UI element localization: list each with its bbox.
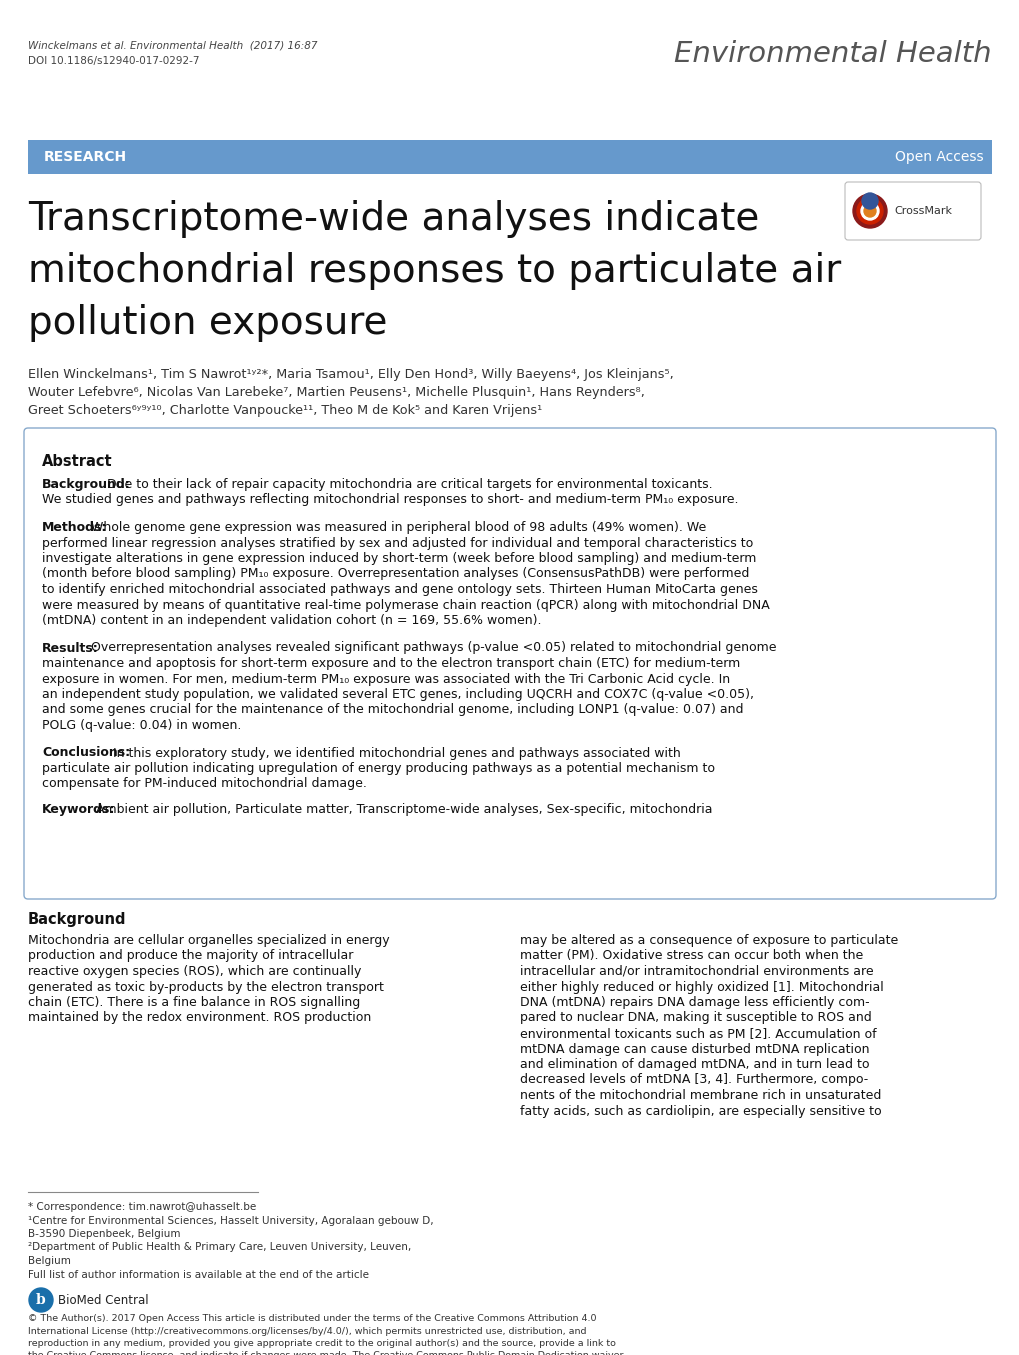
Text: BioMed Central: BioMed Central [58, 1294, 149, 1306]
Text: (mtDNA) content in an independent validation cohort (n = 169, 55.6% women).: (mtDNA) content in an independent valida… [42, 614, 541, 627]
Text: particulate air pollution indicating upregulation of energy producing pathways a: particulate air pollution indicating upr… [42, 762, 714, 775]
Circle shape [852, 194, 887, 228]
FancyBboxPatch shape [844, 182, 980, 240]
Text: Mitochondria are cellular organelles specialized in energy: Mitochondria are cellular organelles spe… [28, 934, 389, 947]
Text: Background: Background [28, 912, 126, 927]
Text: nents of the mitochondrial membrane rich in unsaturated: nents of the mitochondrial membrane rich… [520, 1089, 880, 1102]
Text: ²Department of Public Health & Primary Care, Leuven University, Leuven,: ²Department of Public Health & Primary C… [28, 1243, 411, 1252]
Text: fatty acids, such as cardiolipin, are especially sensitive to: fatty acids, such as cardiolipin, are es… [520, 1104, 880, 1118]
Text: Winckelmans et al. Environmental Health  (2017) 16:87: Winckelmans et al. Environmental Health … [28, 41, 317, 50]
Text: Wouter Lefebvre⁶, Nicolas Van Larebeke⁷, Martien Peusens¹, Michelle Plusquin¹, H: Wouter Lefebvre⁶, Nicolas Van Larebeke⁷,… [28, 386, 644, 398]
Text: Whole genome gene expression was measured in peripheral blood of 98 adults (49% : Whole genome gene expression was measure… [87, 522, 705, 534]
Text: to identify enriched mitochondrial associated pathways and gene ontology sets. T: to identify enriched mitochondrial assoc… [42, 583, 757, 596]
Text: We studied genes and pathways reflecting mitochondrial responses to short- and m: We studied genes and pathways reflecting… [42, 493, 738, 507]
Text: decreased levels of mtDNA [3, 4]. Furthermore, compo-: decreased levels of mtDNA [3, 4]. Furthe… [520, 1073, 867, 1087]
Text: the Creative Commons license, and indicate if changes were made. The Creative Co: the Creative Commons license, and indica… [28, 1351, 623, 1355]
Text: an independent study population, we validated several ETC genes, including UQCRH: an independent study population, we vali… [42, 688, 753, 701]
Text: Overrepresentation analyses revealed significant pathways (p-value <0.05) relate: Overrepresentation analyses revealed sig… [87, 641, 775, 654]
Text: POLG (q-value: 0.04) in women.: POLG (q-value: 0.04) in women. [42, 720, 242, 732]
Circle shape [863, 205, 875, 217]
Circle shape [861, 192, 877, 209]
Text: may be altered as a consequence of exposure to particulate: may be altered as a consequence of expos… [520, 934, 898, 947]
Text: compensate for PM-induced mitochondrial damage.: compensate for PM-induced mitochondrial … [42, 778, 367, 790]
Text: Ambient air pollution, Particulate matter, Transcriptome-wide analyses, Sex-spec: Ambient air pollution, Particulate matte… [92, 804, 712, 816]
Text: chain (ETC). There is a fine balance in ROS signalling: chain (ETC). There is a fine balance in … [28, 996, 360, 1009]
Text: performed linear regression analyses stratified by sex and adjusted for individu: performed linear regression analyses str… [42, 537, 752, 550]
Text: * Correspondence: tim.nawrot@uhasselt.be: * Correspondence: tim.nawrot@uhasselt.be [28, 1202, 256, 1211]
Text: reactive oxygen species (ROS), which are continually: reactive oxygen species (ROS), which are… [28, 965, 361, 978]
Text: International License (http://creativecommons.org/licenses/by/4.0/), which permi: International License (http://creativeco… [28, 1327, 586, 1336]
Text: Methods:: Methods: [42, 522, 107, 534]
Text: pared to nuclear DNA, making it susceptible to ROS and: pared to nuclear DNA, making it suscepti… [520, 1011, 871, 1024]
Text: Background:: Background: [42, 478, 130, 491]
Text: B-3590 Diepenbeek, Belgium: B-3590 Diepenbeek, Belgium [28, 1229, 180, 1238]
Text: generated as toxic by-products by the electron transport: generated as toxic by-products by the el… [28, 981, 383, 993]
Circle shape [860, 202, 878, 220]
Text: Results:: Results: [42, 641, 99, 654]
Text: Greet Schoeters⁶ʸ⁹ʸ¹⁰, Charlotte Vanpoucke¹¹, Theo M de Kok⁵ and Karen Vrijens¹: Greet Schoeters⁶ʸ⁹ʸ¹⁰, Charlotte Vanpouc… [28, 404, 542, 417]
Text: Keywords:: Keywords: [42, 804, 115, 816]
Text: exposure in women. For men, medium-term PM₁₀ exposure was associated with the Tr: exposure in women. For men, medium-term … [42, 672, 730, 686]
Text: intracellular and/or intramitochondrial environments are: intracellular and/or intramitochondrial … [520, 965, 872, 978]
Text: maintained by the redox environment. ROS production: maintained by the redox environment. ROS… [28, 1011, 371, 1024]
FancyBboxPatch shape [28, 140, 991, 173]
Text: CrossMark: CrossMark [893, 206, 951, 215]
Text: © The Author(s). 2017 Open Access This article is distributed under the terms of: © The Author(s). 2017 Open Access This a… [28, 1314, 596, 1322]
Text: ¹Centre for Environmental Sciences, Hasselt University, Agoralaan gebouw D,: ¹Centre for Environmental Sciences, Hass… [28, 1215, 433, 1225]
Text: reproduction in any medium, provided you give appropriate credit to the original: reproduction in any medium, provided you… [28, 1339, 615, 1348]
Text: and elimination of damaged mtDNA, and in turn lead to: and elimination of damaged mtDNA, and in… [520, 1058, 868, 1070]
Text: Open Access: Open Access [895, 150, 983, 164]
Text: Environmental Health: Environmental Health [674, 41, 991, 68]
Text: (month before blood sampling) PM₁₀ exposure. Overrepresentation analyses (Consen: (month before blood sampling) PM₁₀ expos… [42, 568, 749, 580]
Text: maintenance and apoptosis for short-term exposure and to the electron transport : maintenance and apoptosis for short-term… [42, 657, 740, 669]
Text: b: b [36, 1293, 46, 1308]
Text: mtDNA damage can cause disturbed mtDNA replication: mtDNA damage can cause disturbed mtDNA r… [520, 1042, 868, 1056]
Text: Belgium: Belgium [28, 1256, 70, 1266]
Text: DOI 10.1186/s12940-017-0292-7: DOI 10.1186/s12940-017-0292-7 [28, 56, 200, 66]
Text: production and produce the majority of intracellular: production and produce the majority of i… [28, 950, 353, 962]
Text: environmental toxicants such as PM [2]. Accumulation of: environmental toxicants such as PM [2]. … [520, 1027, 875, 1041]
Circle shape [29, 1289, 53, 1312]
Text: either highly reduced or highly oxidized [1]. Mitochondrial: either highly reduced or highly oxidized… [520, 981, 882, 993]
Text: Due to their lack of repair capacity mitochondria are critical targets for envir: Due to their lack of repair capacity mit… [103, 478, 712, 491]
Text: Full list of author information is available at the end of the article: Full list of author information is avail… [28, 1270, 369, 1279]
Text: In this exploratory study, we identified mitochondrial genes and pathways associ: In this exploratory study, we identified… [109, 747, 680, 760]
Text: RESEARCH: RESEARCH [44, 150, 127, 164]
Text: Transcriptome-wide analyses indicate: Transcriptome-wide analyses indicate [28, 201, 758, 238]
Text: DNA (mtDNA) repairs DNA damage less efficiently com-: DNA (mtDNA) repairs DNA damage less effi… [520, 996, 869, 1009]
Text: mitochondrial responses to particulate air: mitochondrial responses to particulate a… [28, 252, 841, 290]
Text: Abstract: Abstract [42, 454, 112, 469]
Text: pollution exposure: pollution exposure [28, 304, 387, 341]
Text: Conclusions:: Conclusions: [42, 747, 130, 760]
FancyBboxPatch shape [24, 428, 995, 898]
Text: and some genes crucial for the maintenance of the mitochondrial genome, includin: and some genes crucial for the maintenan… [42, 703, 743, 717]
Circle shape [856, 198, 882, 224]
Text: Ellen Winckelmans¹, Tim S Nawrot¹ʸ²*, Maria Tsamou¹, Elly Den Hond³, Willy Baeye: Ellen Winckelmans¹, Tim S Nawrot¹ʸ²*, Ma… [28, 369, 674, 381]
Text: investigate alterations in gene expression induced by short-term (week before bl: investigate alterations in gene expressi… [42, 551, 756, 565]
Text: matter (PM). Oxidative stress can occur both when the: matter (PM). Oxidative stress can occur … [520, 950, 862, 962]
Text: were measured by means of quantitative real-time polymerase chain reaction (qPCR: were measured by means of quantitative r… [42, 599, 769, 611]
